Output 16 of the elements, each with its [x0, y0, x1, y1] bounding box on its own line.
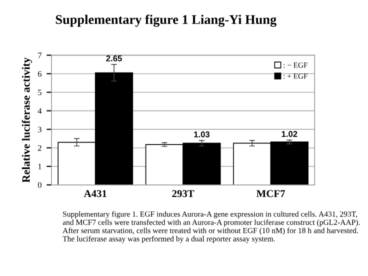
y-tick-label: 0 [38, 182, 42, 188]
y-tick-label: 2 [38, 145, 42, 151]
x-tick-label: 293T [172, 190, 194, 198]
y-tick-label: 4 [38, 108, 42, 114]
y-tick-label: 3 [38, 126, 42, 132]
chart-title: Supplementary figure 1 Liang-Yi Hung [56, 14, 276, 27]
y-tick-label: 6 [38, 71, 42, 77]
y-tick-label: 7 [38, 52, 42, 58]
y-axis-title: Relative luciferase activity [22, 58, 32, 182]
x-tick-label: MCF7 [256, 190, 285, 198]
annotation: 2.65 [106, 55, 122, 62]
annotation: 1.03 [194, 131, 210, 138]
x-tick-label: A431 [84, 190, 106, 198]
annotation: 1.02 [282, 131, 298, 137]
y-tick-label: 1 [38, 164, 42, 170]
y-tick-label: 5 [38, 90, 42, 96]
